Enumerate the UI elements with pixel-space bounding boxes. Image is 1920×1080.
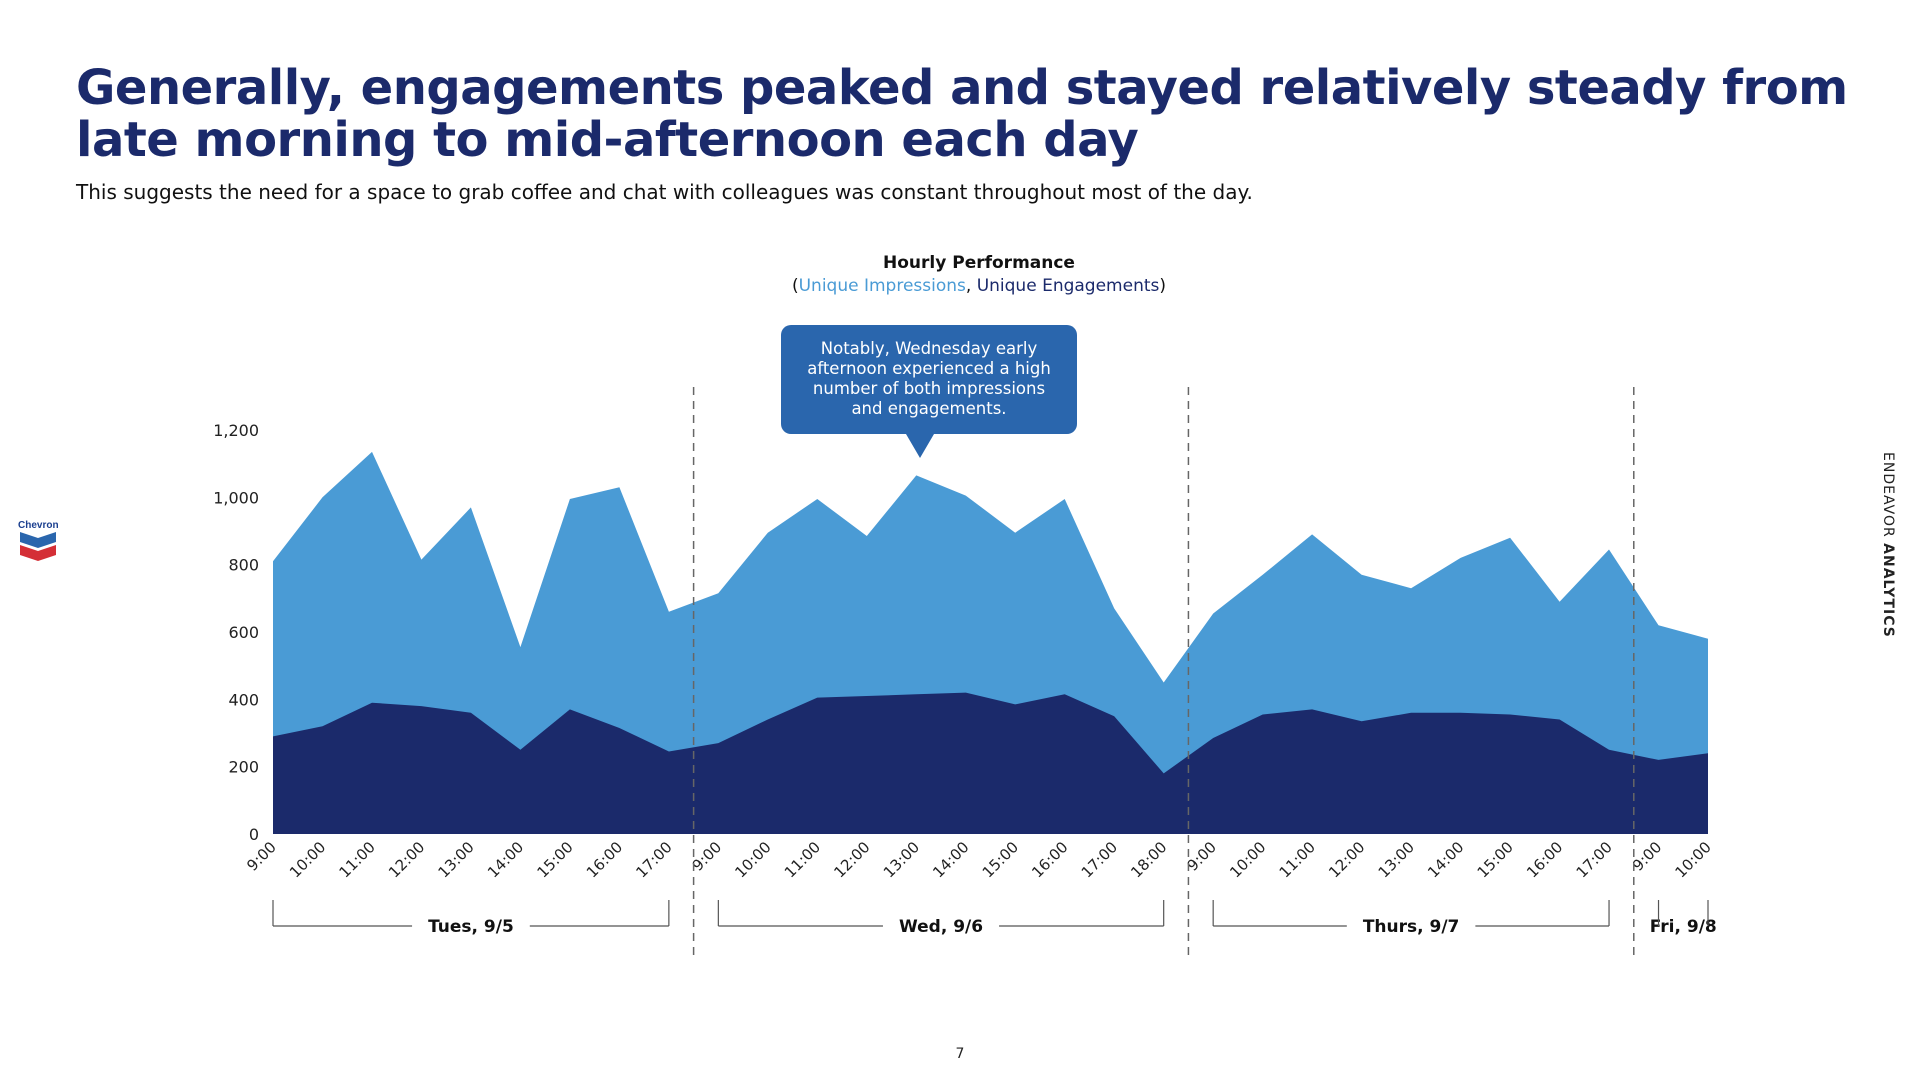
callout-box [781, 325, 1077, 434]
day-label: Tues, 9/5 [428, 917, 514, 937]
callout-line-1: Notably, Wednesday early [821, 339, 1038, 358]
x-tick-label: 10:00 [731, 838, 774, 881]
day-label: Fri, 9/8 [1650, 917, 1717, 937]
page-number: 7 [955, 1046, 965, 1062]
callout-line-3: number of both impressions [813, 379, 1045, 398]
chart-subtitle: (Unique Impressions, Unique Engagements) [792, 276, 1166, 296]
subtitle-separator: , [966, 276, 977, 296]
brand-light: ENDEAVOR [1880, 452, 1896, 538]
y-tick-label: 400 [228, 690, 259, 709]
x-tick-label: 14:00 [484, 838, 527, 881]
day-label: Wed, 9/6 [899, 917, 983, 937]
x-tick-label: 13:00 [434, 838, 477, 881]
x-tick-label: 12:00 [830, 838, 873, 881]
x-tick-label: 11:00 [781, 838, 824, 881]
subtitle-engagements: Unique Engagements [977, 276, 1160, 296]
x-tick-label: 16:00 [1523, 838, 1566, 881]
day-bracket: Fri, 9/8 [1650, 900, 1717, 937]
x-tick-label: 16:00 [1028, 838, 1071, 881]
callout-line-4: and engagements. [851, 399, 1006, 418]
y-tick-label: 1,200 [213, 421, 259, 440]
x-tick-label: 15:00 [1474, 838, 1517, 881]
x-tick-label: 18:00 [1127, 838, 1170, 881]
chevron-logo: Chevron [18, 520, 59, 573]
y-tick-label: 800 [228, 556, 259, 575]
x-tick-label: 15:00 [533, 838, 576, 881]
x-tick-label: 15:00 [979, 838, 1022, 881]
chart-title: Hourly Performance [883, 253, 1075, 273]
y-tick-label: 200 [228, 758, 259, 777]
endeavor-analytics-brand: ENDEAVOR ANALYTICS [1880, 452, 1896, 638]
callout-pointer [906, 434, 934, 458]
day-label: Thurs, 9/7 [1363, 917, 1460, 937]
slide-headline: Generally, engagements peaked and stayed… [76, 60, 1848, 168]
slide-subheadline: This suggests the need for a space to gr… [76, 180, 1253, 204]
x-tick-label: 17:00 [1573, 838, 1616, 881]
y-tick-label: 600 [228, 623, 259, 642]
chevron-chevrons-icon [20, 532, 56, 561]
x-tick-label: 16:00 [583, 838, 626, 881]
day-bracket: Tues, 9/5 [272, 900, 670, 937]
x-tick-label: 11:00 [335, 838, 378, 881]
x-tick-label: 14:00 [1424, 838, 1467, 881]
x-tick-label: 14:00 [929, 838, 972, 881]
y-tick-label: 0 [249, 825, 259, 844]
brand-bold: ANALYTICS [1880, 543, 1896, 638]
x-tick-label: 12:00 [385, 838, 428, 881]
callout: Notably, Wednesday early afternoon exper… [781, 325, 1077, 458]
callout-line-2: afternoon experienced a high [807, 359, 1051, 378]
x-tick-label: 12:00 [1325, 838, 1368, 881]
x-tick-label: 10:00 [286, 838, 329, 881]
day-bracket: Thurs, 9/7 [1212, 900, 1610, 937]
chevron-logo-text: Chevron [18, 520, 59, 531]
x-tick-label: 10:00 [1672, 838, 1715, 881]
x-tick-label: 13:00 [1375, 838, 1418, 881]
area-unique-engagements [273, 692, 1708, 834]
subtitle-open: ( [792, 276, 799, 296]
y-tick-label: 1,000 [213, 488, 259, 507]
subtitle-close: ) [1159, 276, 1166, 296]
x-tick-label: 17:00 [632, 838, 675, 881]
day-bracket: Wed, 9/6 [717, 900, 1165, 937]
x-tick-label: 10:00 [1226, 838, 1269, 881]
x-tick-label: 13:00 [880, 838, 923, 881]
subtitle-impressions: Unique Impressions [799, 276, 966, 296]
x-tick-label: 11:00 [1276, 838, 1319, 881]
x-tick-label: 17:00 [1078, 838, 1121, 881]
